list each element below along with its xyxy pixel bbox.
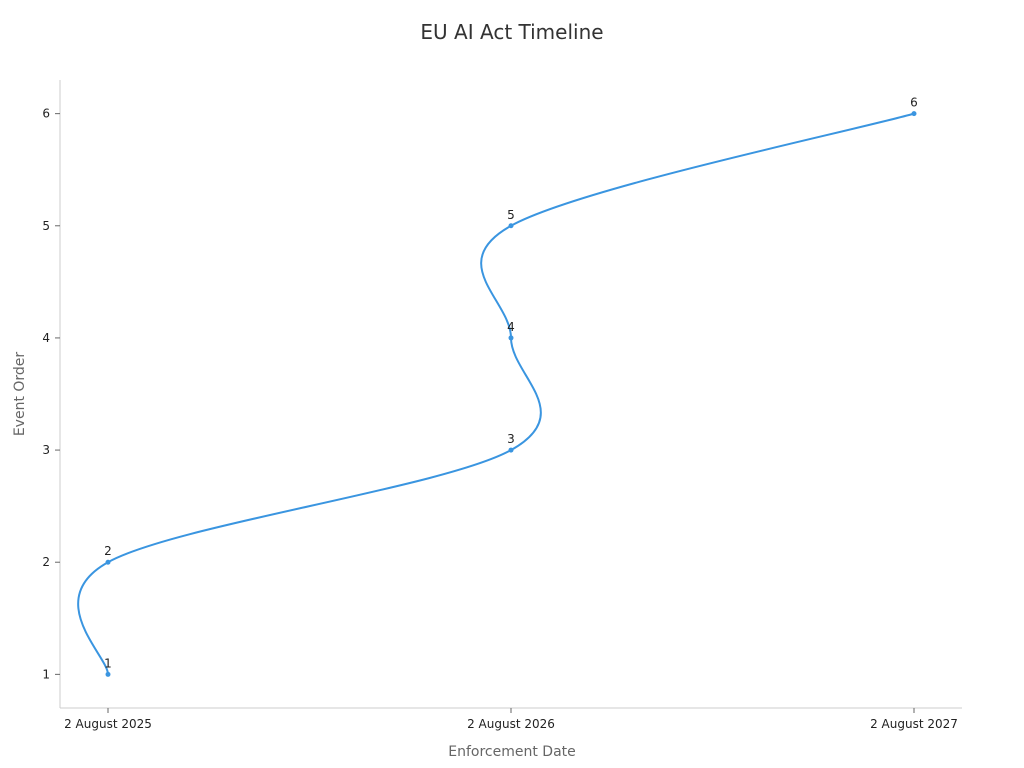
data-label: 4	[507, 320, 515, 334]
x-tick-label: 2 August 2026	[467, 717, 555, 731]
data-label: 1	[104, 656, 112, 670]
y-tick-label: 1	[42, 667, 50, 681]
series-line	[77, 112, 915, 675]
y-axis-title: Event Order	[12, 352, 28, 437]
y-tick-label: 4	[42, 331, 50, 345]
data-label: 6	[910, 96, 918, 110]
axes: 1 2 3 4 5 6 2 August 2025 2 August 2026 2 August…	[42, 80, 962, 731]
y-tick-label: 2	[42, 555, 50, 569]
x-tick-label: 2 August 2025	[64, 717, 152, 731]
y-tick-label: 3	[42, 443, 50, 457]
data-point	[911, 111, 917, 117]
data-points: 1 2 3 4 5 6	[104, 96, 918, 677]
data-point	[105, 671, 111, 677]
data-label: 3	[507, 432, 515, 446]
x-tick-label: 2 August 2027	[870, 717, 958, 731]
x-axis-title: Enforcement Date	[448, 744, 576, 760]
data-point	[508, 223, 514, 229]
y-tick-label: 5	[42, 219, 50, 233]
data-label: 2	[104, 544, 112, 558]
data-label: 5	[507, 208, 515, 222]
data-point	[508, 447, 514, 453]
chart-title: EU AI Act Timeline	[420, 20, 604, 44]
y-tick-label: 6	[42, 107, 50, 121]
series-line-group	[77, 112, 915, 675]
data-point	[105, 559, 111, 565]
data-point	[508, 335, 514, 341]
